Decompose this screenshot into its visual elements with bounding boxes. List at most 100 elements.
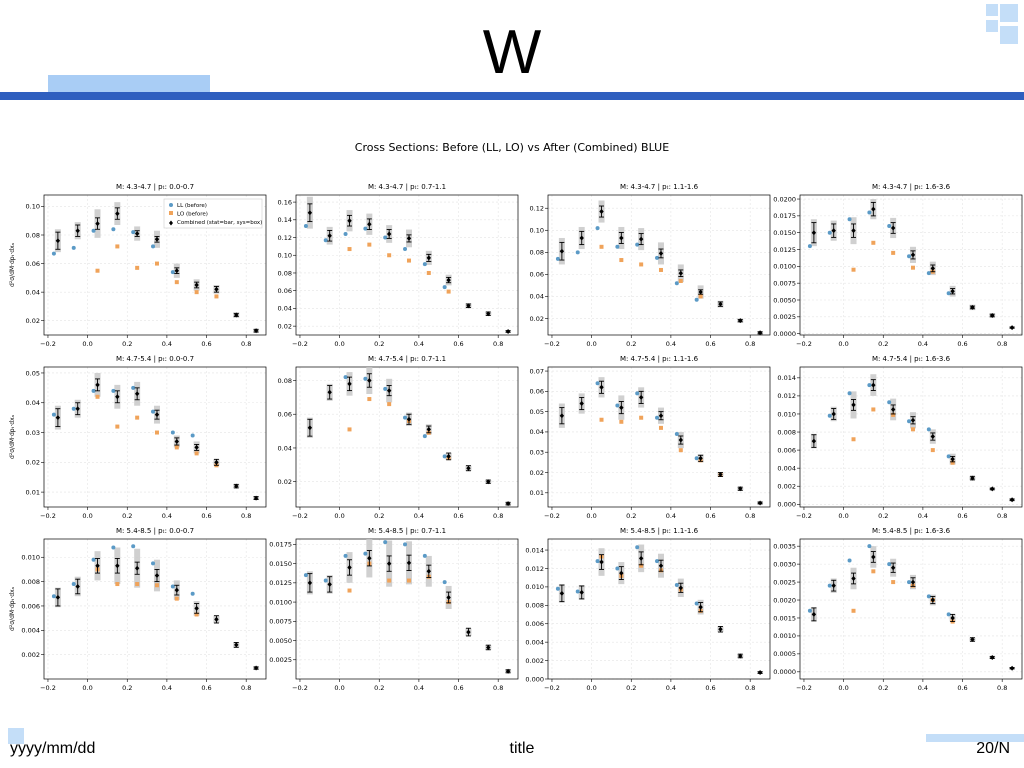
y-tick-label: 0.010 xyxy=(21,554,40,562)
lo-point xyxy=(135,582,140,587)
combined-point xyxy=(619,570,624,576)
y-tick-label: 0.0100 xyxy=(773,263,796,271)
x-tick-label: 0.4 xyxy=(414,340,424,348)
combined-point xyxy=(718,301,723,307)
ll-point xyxy=(926,271,931,276)
y-tick-label: 0.0175 xyxy=(269,541,292,549)
combined-point xyxy=(234,642,239,648)
panel-title: M: 4.3-4.7 | pₜ: 1.6-3.6 xyxy=(872,183,951,191)
x-tick-label: 0.8 xyxy=(745,684,755,692)
ll-point xyxy=(655,255,660,260)
combined-point xyxy=(327,233,332,239)
x-tick-label: 0.2 xyxy=(626,684,636,692)
lo-point xyxy=(95,268,100,273)
combined-point xyxy=(75,406,80,412)
combined-point xyxy=(718,472,723,478)
panel-5: M: 4.7-5.4 | pₜ: 0.0-0.7 −0.2 0.0 0.2 0.4 0.6… xyxy=(9,355,267,520)
ll-point xyxy=(51,251,56,256)
ll-point xyxy=(91,557,96,562)
ll-point xyxy=(303,573,308,578)
panel-10: M: 5.4-8.5 | pₜ: 0.7-1.1 −0.2 0.0 0.2 0.4 0.6… xyxy=(269,527,519,692)
combined-point xyxy=(851,402,856,408)
footer-decoration xyxy=(8,728,24,744)
combined-point xyxy=(579,401,584,407)
ll-point xyxy=(403,542,408,547)
combined-point xyxy=(871,554,876,560)
combined-point xyxy=(738,653,743,659)
x-tick-label: 0.8 xyxy=(493,512,503,520)
lo-point xyxy=(910,427,915,432)
axes-frame xyxy=(799,194,1023,336)
x-tick-label: 0.0 xyxy=(586,512,596,520)
lo-point xyxy=(174,280,179,285)
y-tick-label: 0.006 xyxy=(21,602,40,610)
ll-point xyxy=(71,582,76,587)
combined-point xyxy=(990,654,995,660)
x-tick-label: 0.4 xyxy=(414,684,424,692)
y-axis-label: d²σ/dM·dpₜ·dxₐ xyxy=(9,243,16,287)
ll-point xyxy=(655,415,660,420)
combined-point xyxy=(406,416,412,422)
lo-point xyxy=(851,437,856,442)
lo-point xyxy=(115,582,120,587)
lo-point xyxy=(930,448,935,453)
y-axis-label: d²σ/dM·dpₜ·dxₐ xyxy=(9,415,16,459)
lo-point xyxy=(347,427,352,432)
x-tick-label: 0.8 xyxy=(745,340,755,348)
combined-point xyxy=(950,615,955,621)
y-tick-label: 0.02 xyxy=(278,322,292,330)
combined-point xyxy=(367,377,372,383)
combined-point xyxy=(678,437,684,443)
y-tick-label: 0.0025 xyxy=(773,578,796,586)
axes-frame xyxy=(43,194,267,336)
combined-point xyxy=(930,434,936,440)
y-tick-label: 0.0075 xyxy=(269,618,292,626)
combined-point xyxy=(811,230,817,236)
panel-title: M: 4.7-5.4 | pₜ: 1.1-1.6 xyxy=(620,355,699,363)
ll-point xyxy=(694,297,699,302)
title-accent-bar-light xyxy=(48,75,210,92)
lo-point xyxy=(115,244,120,249)
footer-title: title xyxy=(509,740,535,757)
x-tick-label: 0.4 xyxy=(666,340,676,348)
combined-point xyxy=(194,444,199,450)
panel-12: M: 5.4-8.5 | pₜ: 1.6-3.6 −0.2 0.0 0.2 0.4 0.6… xyxy=(773,527,1023,692)
x-tick-label: 0.0 xyxy=(82,340,92,348)
x-tick-label: 0.6 xyxy=(705,684,715,692)
combined-point xyxy=(307,425,313,431)
y-tick-label: 0.04 xyxy=(26,399,40,407)
combined-point xyxy=(154,236,160,242)
x-tick-label: 0.6 xyxy=(201,684,211,692)
x-tick-label: 0.2 xyxy=(878,340,888,348)
combined-point xyxy=(406,235,412,241)
combined-point xyxy=(579,589,584,595)
combined-point xyxy=(386,561,392,567)
combined-point xyxy=(154,412,160,418)
x-tick-label: 0.0 xyxy=(82,684,92,692)
combined-point xyxy=(1009,325,1015,331)
y-tick-label: 0.12 xyxy=(530,205,544,213)
ll-point xyxy=(555,256,560,261)
x-tick-label: 0.2 xyxy=(122,340,132,348)
combined-point xyxy=(466,465,471,471)
lo-point xyxy=(639,415,644,420)
x-tick-label: 0.0 xyxy=(586,684,596,692)
y-tick-label: 0.02 xyxy=(26,459,40,467)
lo-point xyxy=(347,247,352,252)
panel-title: M: 4.3-4.7 | pₜ: 0.0-0.7 xyxy=(116,183,194,191)
combined-point xyxy=(194,605,199,611)
x-tick-label: −0.2 xyxy=(40,684,56,692)
combined-point xyxy=(890,406,896,412)
ll-point xyxy=(635,545,640,550)
lo-point xyxy=(194,451,199,456)
ll-point xyxy=(383,235,388,240)
x-tick-label: 0.4 xyxy=(162,340,172,348)
y-tick-label: 0.008 xyxy=(21,578,40,586)
combined-point xyxy=(115,563,120,569)
x-tick-label: −0.2 xyxy=(292,512,308,520)
x-tick-label: 0.4 xyxy=(162,684,172,692)
combined-point xyxy=(930,265,936,271)
ll-point xyxy=(422,434,427,439)
y-tick-label: 0.07 xyxy=(530,367,544,375)
lo-point xyxy=(387,578,392,583)
